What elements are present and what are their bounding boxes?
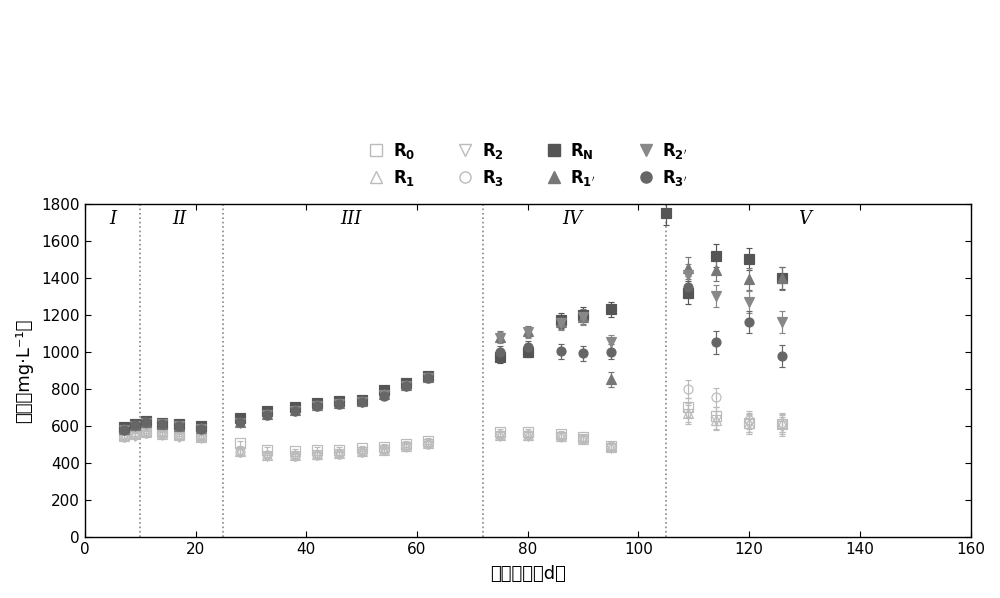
Text: I: I — [109, 210, 116, 228]
X-axis label: 运行时间（d）: 运行时间（d） — [490, 565, 566, 583]
Text: V: V — [798, 210, 811, 228]
Text: IV: IV — [562, 210, 582, 228]
Text: III: III — [340, 210, 361, 228]
Text: II: II — [172, 210, 186, 228]
Y-axis label: 碱度（mg·L⁻¹）: 碱度（mg·L⁻¹） — [15, 318, 33, 423]
Legend: $\mathbf{R_0}$, $\mathbf{R_1}$, $\mathbf{R_2}$, $\mathbf{R_3}$, $\mathbf{R_N}$, : $\mathbf{R_0}$, $\mathbf{R_1}$, $\mathbf… — [363, 136, 693, 193]
